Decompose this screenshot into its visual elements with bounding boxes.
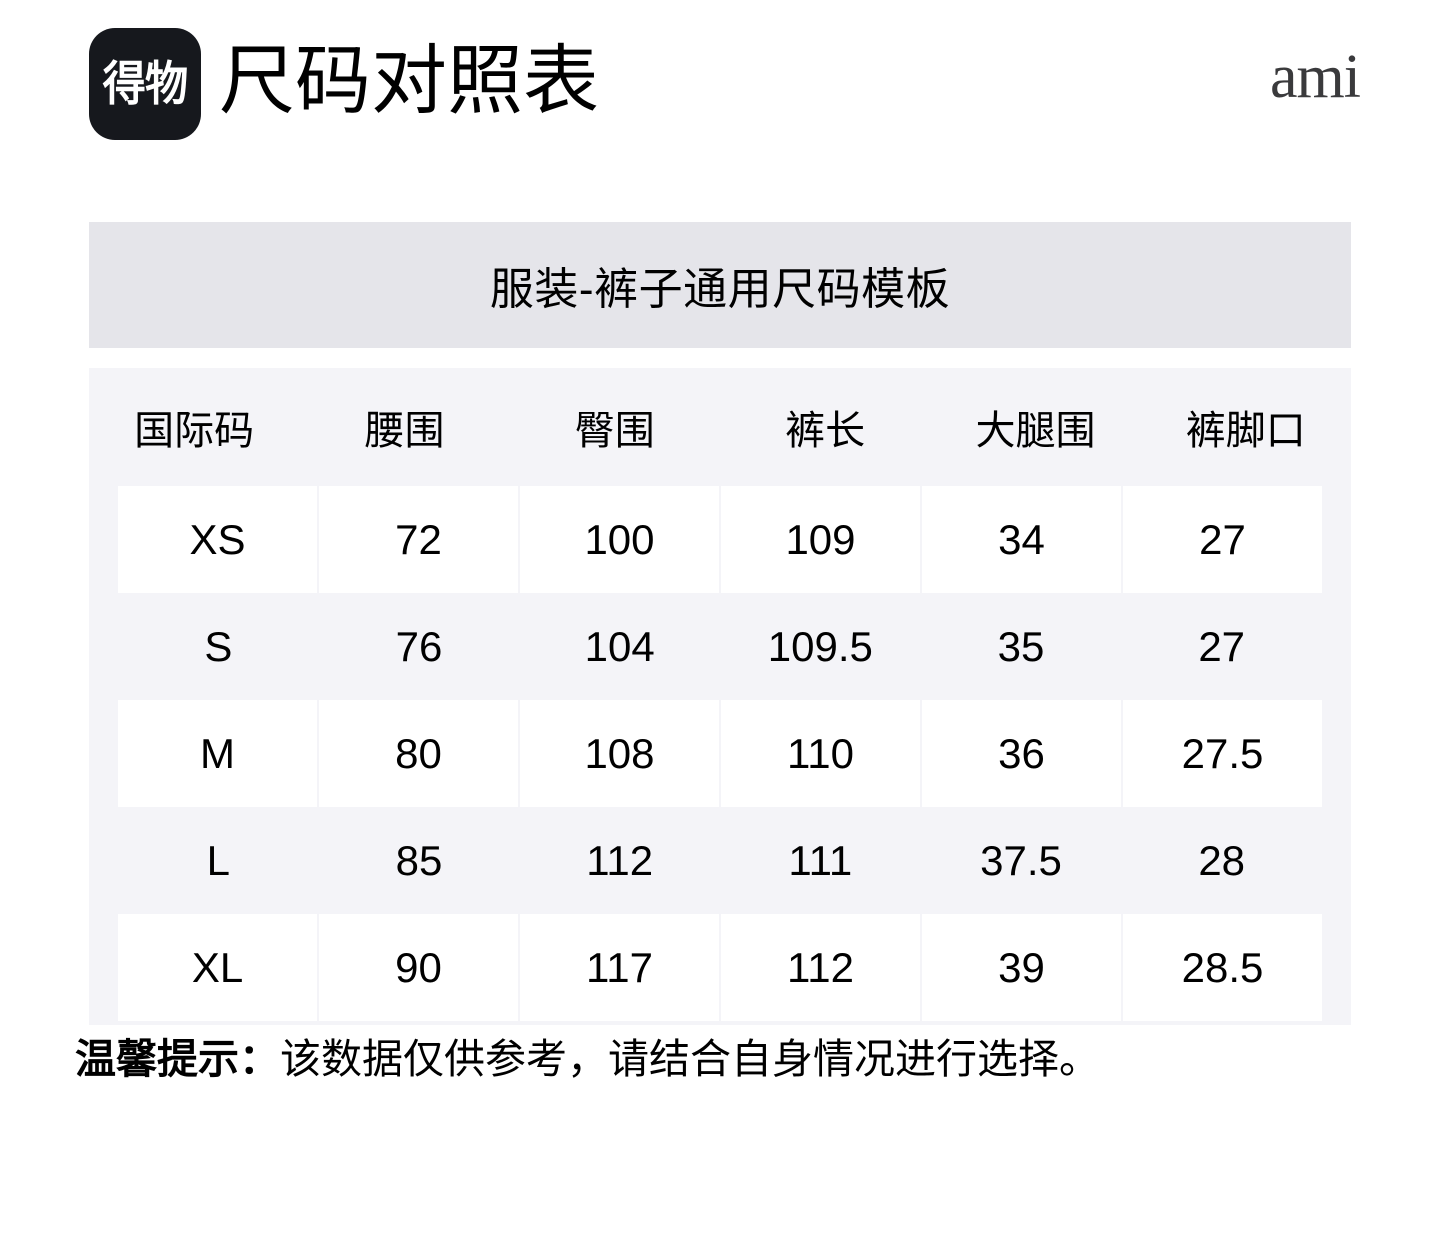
brand-mark-ami: ami (1270, 43, 1361, 111)
cell-waist: 85 (395, 836, 443, 884)
size-chart-table: 服装-裤子通用尺码模板 国际码 腰围 臀围 裤长 大腿围 裤脚口 XS 72 1… (89, 222, 1351, 1025)
footer-note: 温馨提示：该数据仅供参考，请结合自身情况进行选择。 (75, 1034, 1100, 1085)
cell-thigh: 35 (997, 622, 1045, 670)
footer-note-label: 温馨提示： (75, 1036, 280, 1082)
cell-hip: 112 (586, 836, 654, 884)
cell-length: 109.5 (767, 622, 873, 670)
table-banner: 服装-裤子通用尺码模板 (89, 222, 1351, 348)
cell-size: M (118, 700, 319, 807)
cell-length: 110 (721, 700, 922, 807)
cell-length: 112 (721, 914, 922, 1021)
cell-waist: 80 (319, 700, 520, 807)
cell-thigh: 34 (922, 486, 1123, 593)
cell-waist: 90 (319, 914, 520, 1021)
table-banner-title: 服装-裤子通用尺码模板 (489, 265, 951, 314)
cell-thigh: 36 (922, 700, 1123, 807)
cell-thigh: 39 (922, 914, 1123, 1021)
table-row: M 80 108 110 36 27.5 (89, 700, 1351, 807)
table-row: XL 90 117 112 39 28.5 (89, 914, 1351, 1021)
footer-note-body: 该数据仅供参考，请结合自身情况进行选择。 (280, 1036, 1100, 1082)
table-header-row: 国际码 腰围 臀围 裤长 大腿围 裤脚口 (89, 368, 1351, 486)
cell-size: XL (118, 914, 319, 1021)
cell-hip: 108 (520, 700, 721, 807)
table-row: S 76 104 109.5 35 27 (89, 593, 1351, 700)
cell-waist: 72 (319, 486, 520, 593)
cell-length: 111 (788, 836, 853, 884)
cell-hem: 28.5 (1123, 914, 1322, 1021)
cell-size: XS (118, 486, 319, 593)
table-banner-divider (89, 348, 1351, 368)
column-header-waist: 腰围 (364, 409, 445, 453)
column-header-length: 裤长 (785, 409, 866, 453)
dewu-app-logo-icon: 得物 (89, 28, 201, 140)
table-row: XS 72 100 109 34 27 (89, 486, 1351, 593)
cell-hem: 27.5 (1123, 700, 1322, 807)
app-logo-label: 得物 (102, 56, 189, 112)
cell-hip: 117 (520, 914, 721, 1021)
page-title: 尺码对照表 (219, 39, 599, 124)
cell-size: S (204, 622, 233, 670)
cell-hem: 27 (1198, 622, 1246, 670)
cell-hem: 27 (1123, 486, 1322, 593)
page-header: 得物 尺码对照表 ami (0, 0, 1440, 200)
column-header-thigh: 大腿围 (975, 409, 1096, 453)
brand-block: 得物 尺码对照表 (89, 28, 599, 140)
cell-hip: 100 (520, 486, 721, 593)
cell-length: 109 (721, 486, 922, 593)
column-header-hem: 裤脚口 (1185, 409, 1306, 453)
column-header-hip: 臀围 (574, 409, 655, 453)
table-row: L 85 112 111 37.5 28 (89, 807, 1351, 914)
cell-hip: 104 (584, 622, 655, 670)
cell-waist: 76 (395, 622, 443, 670)
cell-size: L (206, 836, 231, 884)
table-body: 国际码 腰围 臀围 裤长 大腿围 裤脚口 XS 72 100 109 34 27… (89, 368, 1351, 1025)
column-header-size: 国际码 (134, 409, 255, 453)
cell-hem: 28 (1198, 836, 1246, 884)
table-bottom-padding (89, 1021, 1351, 1025)
cell-thigh: 37.5 (980, 836, 1062, 884)
